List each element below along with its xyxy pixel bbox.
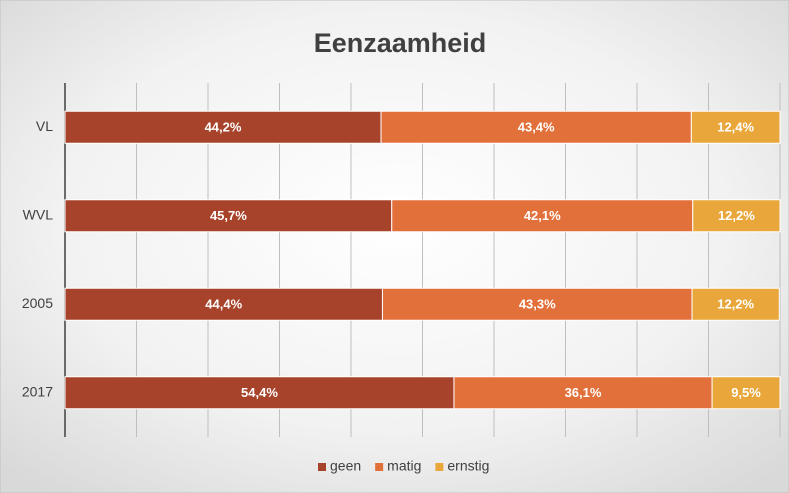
bar-segment: [64, 287, 383, 321]
value-label: 43,4%: [518, 120, 555, 135]
value-label: 54,4%: [241, 385, 278, 400]
bar-segment: [64, 376, 455, 410]
value-label: 43,3%: [519, 297, 556, 312]
value-label: 12,2%: [718, 208, 755, 223]
legend-swatch: [435, 463, 444, 471]
bar-segment: [711, 376, 781, 410]
legend-swatch: [318, 463, 326, 471]
legend-label: ernstig: [447, 458, 489, 474]
legend-label: geen: [330, 458, 361, 474]
value-label: 36,1%: [565, 385, 602, 400]
chart-title: Eenzaamheid: [314, 28, 487, 58]
legend-label: matig: [387, 458, 421, 474]
value-label: 42,1%: [524, 208, 561, 223]
bar-segment: [453, 376, 713, 410]
value-label: 12,2%: [717, 297, 754, 312]
bar-segment: [692, 199, 781, 233]
y-tick-label: 2005: [22, 295, 53, 311]
bar-segment: [391, 199, 694, 233]
bar-segment: [690, 110, 781, 144]
bar-segment: [691, 287, 780, 321]
y-tick-label: WVL: [23, 206, 54, 222]
value-label: 12,4%: [717, 120, 754, 135]
y-tick-label: 2017: [22, 383, 53, 399]
bar-segment: [64, 110, 382, 144]
bar-segment: [64, 199, 393, 233]
value-label: 9,5%: [731, 385, 761, 400]
value-label: 44,4%: [205, 297, 242, 312]
y-tick-label: VL: [36, 118, 53, 134]
bar-segment: [380, 110, 692, 144]
value-label: 45,7%: [210, 208, 247, 223]
value-label: 44,2%: [205, 120, 242, 135]
legend-swatch: [375, 463, 384, 471]
